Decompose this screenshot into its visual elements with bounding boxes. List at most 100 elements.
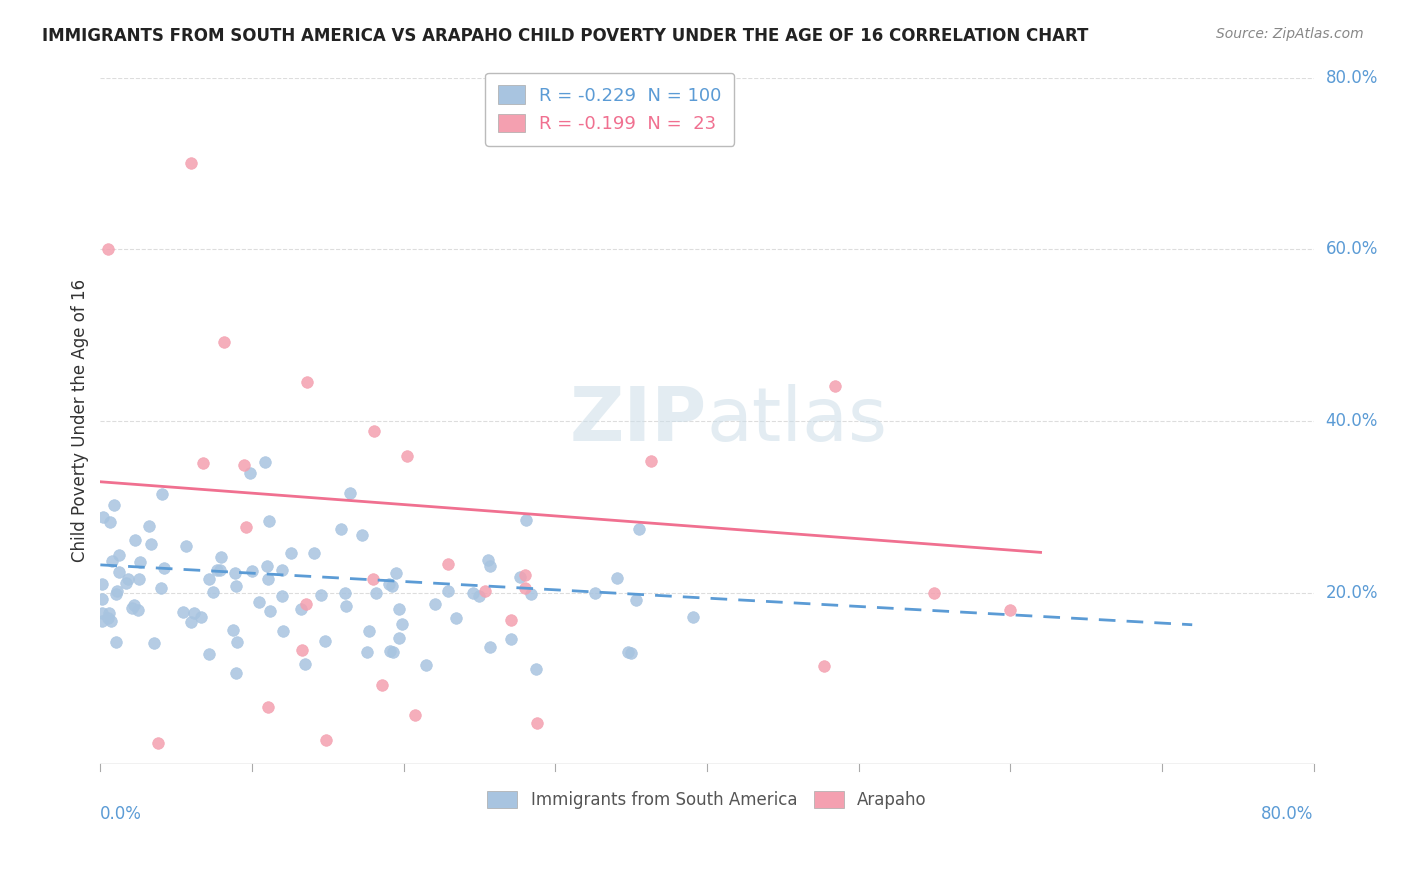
- Point: [628, 522, 651, 536]
- Point: [382, 645, 405, 659]
- Point: [180, 615, 202, 629]
- Point: [114, 576, 136, 591]
- Point: [330, 522, 353, 536]
- Point: [463, 586, 485, 600]
- Point: [90, 592, 112, 607]
- Point: [315, 733, 337, 747]
- Point: [378, 643, 401, 657]
- Point: [404, 707, 426, 722]
- Point: [257, 514, 280, 528]
- Point: [640, 454, 662, 468]
- Point: [270, 563, 292, 577]
- Point: [437, 583, 460, 598]
- Point: [90, 576, 112, 591]
- Point: [291, 643, 314, 657]
- Point: [515, 513, 537, 527]
- Point: [333, 586, 356, 600]
- Text: 20.0%: 20.0%: [1326, 583, 1378, 601]
- Point: [90, 606, 112, 620]
- Point: [423, 597, 446, 611]
- Point: [290, 602, 312, 616]
- Text: ZIP: ZIP: [569, 384, 707, 458]
- Point: [247, 595, 270, 609]
- Point: [924, 585, 946, 599]
- Point: [122, 599, 145, 613]
- Point: [97, 242, 120, 256]
- Point: [240, 564, 263, 578]
- Point: [302, 546, 325, 560]
- Text: 60.0%: 60.0%: [1326, 240, 1378, 258]
- Text: 80.0%: 80.0%: [1326, 69, 1378, 87]
- Point: [295, 598, 318, 612]
- Point: [259, 604, 281, 618]
- Point: [117, 572, 139, 586]
- Point: [361, 572, 384, 586]
- Point: [617, 645, 640, 659]
- Point: [513, 568, 536, 582]
- Point: [90, 614, 112, 628]
- Point: [209, 550, 232, 565]
- Point: [520, 587, 543, 601]
- Text: IMMIGRANTS FROM SOUTH AMERICA VS ARAPAHO CHILD POVERTY UNDER THE AGE OF 16 CORRE: IMMIGRANTS FROM SOUTH AMERICA VS ARAPAHO…: [42, 27, 1088, 45]
- Point: [138, 519, 160, 533]
- Point: [108, 548, 131, 562]
- Point: [388, 602, 411, 616]
- Point: [371, 678, 394, 692]
- Point: [108, 566, 131, 580]
- Point: [335, 599, 357, 613]
- Point: [444, 610, 467, 624]
- Point: [153, 561, 176, 575]
- Point: [97, 610, 120, 624]
- Point: [100, 614, 122, 628]
- Point: [396, 450, 419, 464]
- Point: [437, 557, 460, 571]
- Point: [474, 584, 496, 599]
- Y-axis label: Child Poverty Under the Age of 16: Child Poverty Under the Age of 16: [72, 279, 89, 563]
- Point: [190, 610, 212, 624]
- Point: [124, 533, 146, 548]
- Point: [149, 582, 172, 596]
- Point: [191, 456, 214, 470]
- Point: [280, 546, 302, 560]
- Point: [121, 601, 143, 615]
- Point: [513, 581, 536, 595]
- Point: [256, 558, 278, 573]
- Point: [294, 657, 316, 672]
- Point: [388, 632, 411, 646]
- Point: [620, 646, 643, 660]
- Point: [235, 520, 257, 534]
- Point: [501, 613, 523, 627]
- Point: [233, 458, 256, 472]
- Point: [364, 586, 387, 600]
- Point: [172, 605, 194, 619]
- Point: [309, 588, 332, 602]
- Point: [101, 554, 124, 568]
- Point: [524, 662, 547, 676]
- Point: [174, 539, 197, 553]
- Point: [606, 571, 628, 585]
- Point: [1000, 603, 1022, 617]
- Point: [97, 607, 120, 621]
- Point: [501, 632, 523, 646]
- Point: [212, 334, 235, 349]
- Point: [415, 657, 437, 672]
- Text: atlas: atlas: [707, 384, 889, 458]
- Point: [104, 587, 127, 601]
- Point: [339, 486, 361, 500]
- Point: [468, 589, 491, 603]
- Point: [129, 555, 152, 569]
- Point: [198, 648, 221, 662]
- Point: [256, 700, 278, 714]
- Point: [357, 624, 380, 639]
- Point: [225, 579, 247, 593]
- Point: [105, 583, 128, 598]
- Point: [225, 666, 247, 681]
- Point: [91, 509, 114, 524]
- Point: [824, 379, 846, 393]
- Point: [104, 635, 127, 649]
- Point: [682, 609, 704, 624]
- Point: [526, 715, 548, 730]
- Text: Source: ZipAtlas.com: Source: ZipAtlas.com: [1216, 27, 1364, 41]
- Point: [257, 572, 280, 586]
- Point: [273, 624, 295, 638]
